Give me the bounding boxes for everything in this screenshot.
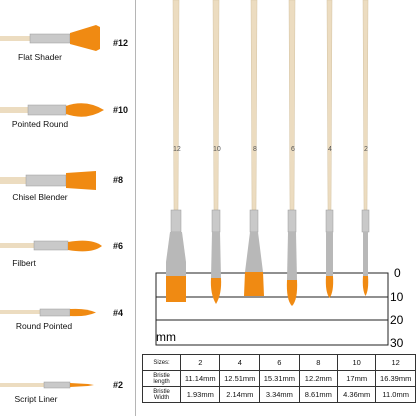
brush-specs-table: Sizes: 2 4 6 8 10 12 Bristle length 11.1…: [141, 354, 416, 403]
handle-number-12: 12: [173, 146, 181, 153]
table-header-label: Sizes:: [141, 354, 182, 371]
row-label: Bristle length: [141, 370, 182, 387]
table-cell: 11.0mm: [375, 386, 416, 403]
table-cell: 15.31mm: [259, 370, 300, 387]
table-cell: 3.34mm: [259, 386, 300, 403]
script-liner-brush-image: [0, 381, 94, 389]
handle-number-10: 10: [213, 146, 221, 153]
table-header-cell: 8: [298, 354, 339, 371]
brush-set-panel: 12 10 8 6 4 2: [136, 0, 416, 416]
brush-name: Round Pointed: [15, 321, 73, 331]
brush-catalog-panel: Flat Shader #12 Pointed Round #10 Chisel…: [0, 0, 136, 416]
brush-size-label: #6: [113, 241, 124, 251]
table-row: Bristle Width 1.93mm 2.14mm 3.34mm 8.61m…: [141, 386, 416, 403]
brush-size-label: #12: [113, 38, 129, 48]
brush-name: Chisel Blender: [12, 192, 68, 202]
panel-divider: [135, 0, 136, 416]
brush-10: [210, 0, 222, 304]
table-row: Bristle length 11.14mm 12.51mm 15.31mm 1…: [141, 370, 416, 387]
table-header-row: Sizes: 2 4 6 8 10 12: [141, 354, 416, 371]
filbert-brush-image: [0, 240, 102, 252]
brush-name: Pointed Round: [11, 119, 69, 129]
table-cell: 12.2mm: [298, 370, 339, 387]
brush-8: [244, 0, 264, 296]
table-header-cell: 10: [337, 354, 377, 371]
ruler-mark-20: 20: [390, 313, 404, 327]
handle-number-6: 6: [291, 146, 295, 153]
handle-number-2: 2: [364, 146, 368, 153]
table-cell: 8.61mm: [298, 386, 339, 403]
handle-number-8: 8: [253, 146, 257, 153]
table-cell: 1.93mm: [180, 386, 221, 403]
table-header-cell: 2: [180, 354, 221, 371]
ruler-outline: [155, 272, 389, 346]
table-cell: 16.39mm: [375, 370, 416, 387]
row-label: Bristle Width: [141, 386, 182, 403]
brush-name: Flat Shader: [18, 52, 62, 62]
brush-size-label: #8: [113, 175, 124, 185]
handle-number-4: 4: [328, 146, 332, 153]
ruler-mark-30: 30: [390, 336, 404, 350]
table-cell: 11.14mm: [180, 370, 221, 387]
brush-size-label: #2: [113, 380, 124, 390]
ruler-unit-label: mm: [156, 330, 176, 344]
table-cell: 2.14mm: [219, 386, 261, 403]
table-cell: 12.51mm: [219, 370, 261, 387]
brush-4: [325, 0, 334, 298]
table-cell: 4.36mm: [337, 386, 377, 403]
brush-6: [286, 0, 298, 306]
table-header-cell: 6: [259, 354, 300, 371]
table-header-cell: 4: [219, 354, 261, 371]
brush-12: [166, 0, 186, 302]
brush-2: [361, 0, 370, 296]
ruler-mark-10: 10: [390, 290, 404, 304]
brush-name: Filbert: [12, 258, 36, 268]
brush-name: Script Liner: [14, 394, 58, 404]
chisel-blender-brush-image: [0, 171, 96, 190]
pointed-round-brush-image: [0, 103, 104, 117]
flat-shader-brush-image: [0, 25, 100, 51]
brush-size-label: #10: [113, 105, 129, 115]
table-header-cell: 12: [375, 354, 416, 371]
ruler-mark-0: 0: [394, 266, 401, 280]
table-cell: 17mm: [337, 370, 377, 387]
brush-set-illustration: [155, 0, 389, 346]
round-pointed-brush-image: [0, 308, 96, 317]
brush-size-label: #4: [113, 308, 124, 318]
